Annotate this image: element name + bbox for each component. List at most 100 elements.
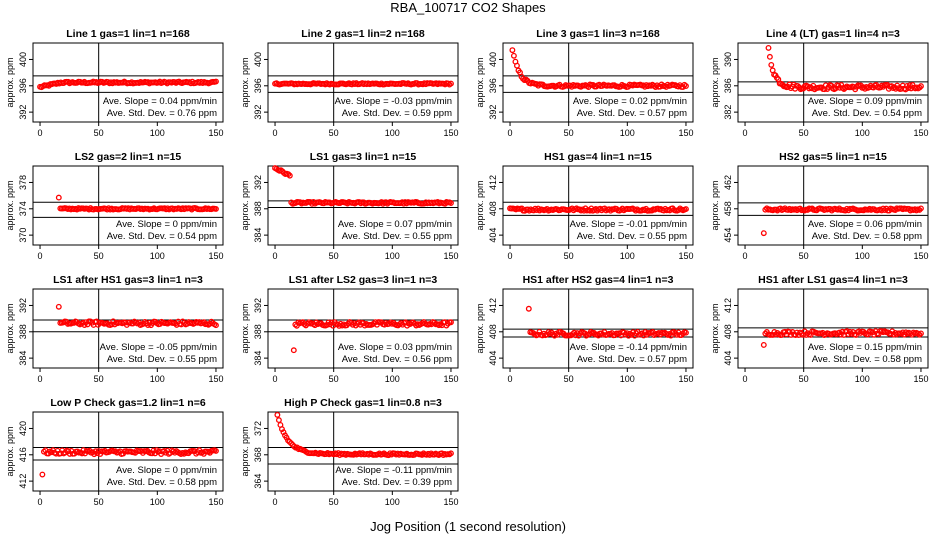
data-point (853, 332, 859, 338)
slope-label: Ave. Slope = 0.15 ppm/min (808, 342, 922, 353)
data-points (509, 47, 689, 91)
x-tick-label: 150 (208, 497, 223, 507)
x-tick-label: 50 (799, 128, 809, 138)
slope-label: Ave. Slope = -0.11 ppm/min (335, 465, 452, 476)
subplot-title: Line 1 gas=1 lin=1 n=168 (66, 28, 190, 40)
y-tick-label: 396 (18, 78, 28, 93)
x-tick-label: 100 (385, 251, 400, 261)
x-tick-label: 100 (620, 251, 635, 261)
y-tick-label: 416 (18, 447, 28, 462)
x-tick-label: 0 (38, 128, 43, 138)
y-tick-label: 384 (253, 228, 263, 243)
data-points (525, 305, 689, 339)
x-tick-label: 50 (94, 374, 104, 384)
slope-label: Ave. Slope = 0 ppm/min (116, 465, 217, 476)
slope-label: Ave. Slope = 0.02 ppm/min (573, 96, 687, 107)
data-points (507, 205, 689, 214)
slope-label: Ave. Slope = -0.03 ppm/min (335, 96, 452, 107)
x-axis-label: Jog Position (1 second resolution) (370, 519, 566, 534)
data-points (272, 80, 454, 88)
y-axis-label: approx. ppm (5, 180, 15, 230)
data-point (448, 450, 454, 457)
subplot-title: HS1 after HS2 gas=4 lin=1 n=3 (523, 274, 674, 286)
y-tick-label: 404 (488, 228, 498, 243)
std-dev-label: Ave. Std. Dev. = 0.55 ppm (342, 231, 452, 242)
plot-frame (502, 288, 694, 369)
std-dev-label: Ave. Std. Dev. = 0.56 ppm (342, 354, 452, 365)
subplot-title: HS1 after LS1 gas=4 lin=1 n=3 (758, 274, 908, 286)
x-tick-label: 100 (150, 128, 165, 138)
data-point (683, 83, 689, 89)
plot-frame (32, 42, 224, 123)
x-tick-label: 150 (913, 128, 928, 138)
data-points (760, 205, 924, 237)
data-point (448, 80, 454, 87)
data-point (769, 331, 776, 338)
y-tick-label: 412 (723, 298, 733, 313)
y-axis-label: approx. ppm (710, 303, 720, 353)
y-tick-label: 400 (488, 52, 498, 67)
y-axis-label: approx. ppm (240, 180, 250, 230)
data-point (828, 82, 835, 89)
y-tick-label: 462 (723, 175, 733, 190)
subplot-2: Line 2 gas=1 lin=2 n=168 0 50 100 150 392 396 4… (240, 28, 459, 138)
y-axis-label: approx. ppm (475, 57, 485, 107)
x-tick-label: 150 (678, 251, 693, 261)
subplot-title: Low P Check gas=1.2 lin=1 n=6 (50, 397, 205, 409)
x-tick-label: 50 (329, 497, 339, 507)
y-tick-label: 400 (18, 52, 28, 67)
y-axis-label: approx. ppm (240, 426, 250, 476)
plot-frame (267, 288, 459, 369)
data-points (765, 44, 924, 93)
slope-label: Ave. Slope = 0 ppm/min (116, 219, 217, 230)
slope-label: Ave. Slope = 0.04 ppm/min (103, 96, 217, 107)
y-tick-label: 378 (18, 175, 28, 190)
x-tick-label: 50 (329, 128, 339, 138)
y-tick-label: 392 (253, 298, 263, 313)
data-point (213, 322, 219, 329)
y-axis-label: approx. ppm (5, 303, 15, 353)
subplot-13: Low P Check gas=1.2 lin=1 n=6 0 50 100 150 41… (5, 397, 224, 507)
x-tick-label: 50 (564, 128, 574, 138)
subplot-9: LS1 after HS1 gas=3 lin=1 n=3 0 50 100 150 38… (5, 274, 224, 384)
data-point (213, 447, 219, 454)
y-tick-label: 392 (253, 175, 263, 190)
subplot-title: HS1 gas=4 lin=1 n=15 (544, 151, 652, 163)
slope-label: Ave. Slope = -0.14 ppm/min (570, 342, 687, 353)
y-tick-label: 412 (488, 298, 498, 313)
y-tick-label: 388 (253, 324, 263, 339)
std-dev-label: Ave. Std. Dev. = 0.55 ppm (107, 354, 217, 365)
x-tick-label: 150 (443, 497, 458, 507)
data-point (285, 171, 292, 178)
x-tick-label: 50 (94, 497, 104, 507)
data-point (91, 451, 98, 458)
std-dev-label: Ave. Std. Dev. = 0.54 ppm (812, 108, 922, 119)
x-tick-label: 0 (38, 497, 43, 507)
x-tick-label: 0 (38, 374, 43, 384)
data-point (275, 417, 282, 424)
subplot-1: Line 1 gas=1 lin=1 n=168 0 50 100 150 392 396 4… (5, 28, 224, 138)
y-tick-label: 384 (18, 351, 28, 366)
subplot-title: High P Check gas=1 lin=0.8 n=3 (284, 397, 442, 409)
x-tick-label: 0 (743, 374, 748, 384)
y-tick-label: 388 (253, 201, 263, 216)
y-tick-label: 454 (723, 228, 733, 243)
x-tick-label: 150 (208, 251, 223, 261)
data-point (768, 61, 775, 68)
y-tick-label: 404 (723, 351, 733, 366)
x-tick-label: 100 (855, 128, 870, 138)
y-tick-label: 392 (253, 105, 263, 120)
data-point (213, 205, 219, 212)
y-axis-label: approx. ppm (5, 426, 15, 476)
subplot-title: LS1 after HS1 gas=3 lin=1 n=3 (53, 274, 203, 286)
data-point (918, 83, 924, 90)
x-tick-label: 0 (743, 251, 748, 261)
subplot-4: Line 4 (LT) gas=1 lin=4 n=3 0 50 100 150 382 3… (710, 28, 929, 138)
y-tick-label: 372 (253, 421, 263, 436)
x-tick-label: 150 (208, 374, 223, 384)
data-point (525, 305, 532, 312)
y-tick-label: 408 (488, 324, 498, 339)
data-point (509, 47, 516, 54)
plot-frame (502, 165, 694, 246)
x-tick-label: 0 (508, 374, 513, 384)
